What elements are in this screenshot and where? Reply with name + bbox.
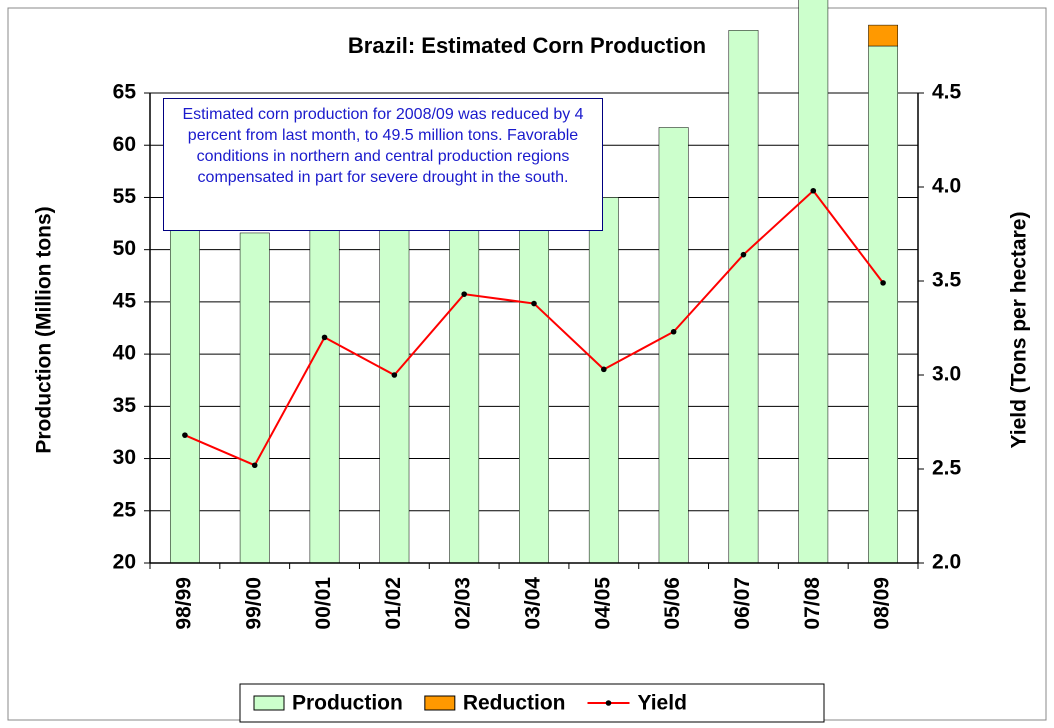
legend-swatch-point [605,700,612,706]
y-tick-label: 45 [113,289,137,312]
bar [868,45,899,564]
y2-tick-label: 3.5 [932,269,962,292]
y2-tick-label: 4.0 [932,175,961,198]
x-tick-label: 07/08 [801,577,824,630]
annotation: Estimated corn production for 2008/09 wa… [163,98,603,231]
y-tick-label: 30 [113,446,136,469]
legend-label: Reduction [463,692,566,715]
y-tick-label: 20 [113,551,136,574]
bar [239,232,270,564]
line-point [880,280,886,286]
line-point [461,291,467,297]
line-point [601,366,607,373]
bar [728,30,759,564]
line-point [670,328,677,335]
bar [588,197,619,564]
bar [868,24,899,47]
x-tick-label: 99/00 [242,577,265,630]
line-point [531,300,537,307]
line-point [740,251,747,258]
line-point [321,334,328,341]
y-tick-label: 60 [113,133,136,156]
y-tick-label: 25 [113,498,137,521]
line-point [810,187,817,194]
y-axis-title: Production (Million tons) [33,206,56,453]
y-tick-label: 50 [113,237,136,260]
y2-tick-label: 4.5 [932,81,962,104]
x-tick-label: 05/06 [661,577,684,630]
legend-swatch [424,695,456,711]
legend-label: Production [292,692,403,715]
x-tick-label: 06/07 [731,577,754,630]
bar [798,0,829,564]
x-tick-label: 08/09 [871,577,894,630]
x-tick-label: 98/99 [172,577,195,630]
y-tick-label: 55 [113,185,137,208]
y2-tick-label: 2.0 [932,551,961,574]
bar [658,127,689,564]
x-tick-label: 00/01 [312,577,335,630]
bar [169,225,200,564]
x-tick-label: 01/02 [382,577,405,630]
y-tick-label: 35 [113,394,137,417]
y2-tick-label: 3.0 [932,363,961,386]
line-point [182,432,188,438]
x-tick-label: 02/03 [452,577,475,630]
y-tick-label: 65 [113,81,137,104]
x-tick-label: 03/04 [522,577,545,630]
chart-title: Brazil: Estimated Corn Production [348,33,706,58]
legend-swatch [253,695,285,711]
legend-label: Yield [638,692,687,715]
line-point [251,462,258,469]
y2-axis-title: Yield (Tons per hectare) [1008,212,1031,449]
legend-box [239,683,825,723]
y-tick-label: 40 [113,342,136,365]
x-tick-label: 04/05 [591,577,614,630]
line-point [391,372,398,378]
y2-tick-label: 2.5 [932,457,962,480]
